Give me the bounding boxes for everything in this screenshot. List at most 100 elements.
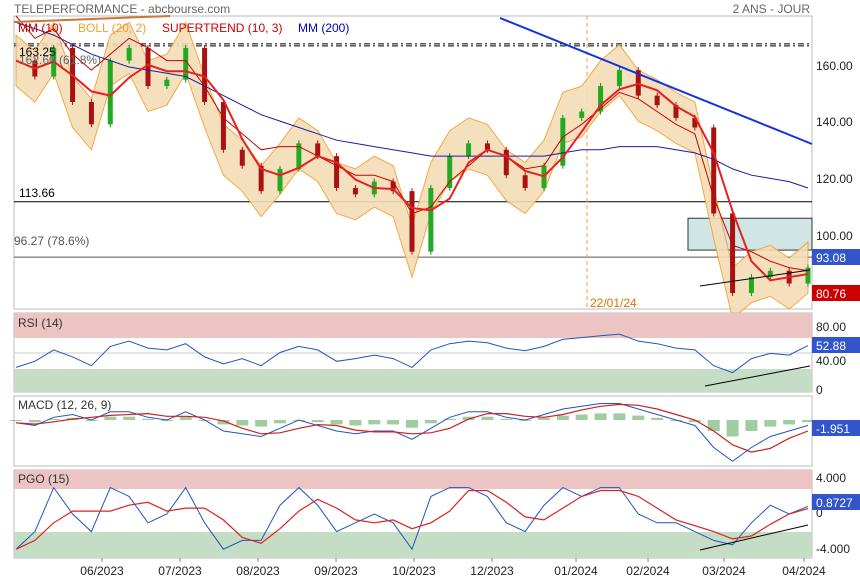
rsi-overbought-zone — [14, 313, 812, 338]
macd-histogram-bar — [387, 420, 400, 425]
candle-body — [277, 168, 283, 192]
legend-boll: BOLL (20, 2) — [78, 21, 146, 35]
legend-mm10: MM (10) — [18, 21, 63, 35]
macd-histogram-bar — [726, 420, 739, 437]
candle-body — [164, 79, 170, 87]
macd-histogram-bar — [500, 418, 513, 420]
candle-body — [220, 101, 226, 150]
pgo-plot — [15, 486, 809, 551]
level-96-label: 96.27 (78.6%) — [14, 234, 89, 248]
macd-histogram-bar — [783, 420, 796, 425]
pgo-upper-zone — [14, 470, 812, 489]
candle-body — [428, 187, 434, 252]
x-tick-label: 09/2023 — [314, 564, 358, 578]
candle-body — [503, 149, 509, 176]
macd-histogram-bar — [368, 420, 381, 425]
x-tick-label: 04/2024 — [782, 564, 826, 578]
x-tick-label: 07/2023 — [158, 564, 202, 578]
x-tick-label: 10/2023 — [392, 564, 436, 578]
macd-histogram-bar — [236, 420, 249, 426]
macd-title: MACD (12, 26, 9) — [18, 398, 111, 412]
candle-body — [145, 47, 151, 87]
macd-panel — [13, 395, 813, 467]
legend-mm200: MM (200) — [298, 21, 349, 35]
macd-histogram-bar — [707, 420, 720, 431]
macd-histogram-bar — [274, 420, 286, 424]
candle-body — [258, 165, 264, 192]
candle-body — [296, 143, 302, 169]
macd-histogram-bar — [424, 420, 437, 424]
macd-histogram-bar — [688, 420, 701, 423]
price-tag-st: 80.76 — [816, 287, 846, 301]
price-tag-close: 93.08 — [816, 251, 846, 265]
macd-histogram-bar — [632, 415, 645, 420]
macd-histogram-bar — [255, 420, 268, 427]
candle-body — [692, 117, 698, 128]
macd-histogram-bar — [575, 414, 588, 420]
candle-body — [107, 60, 113, 125]
price-tag-close-bg — [812, 249, 860, 265]
downtrend-line — [499, 17, 813, 145]
candle-body — [466, 143, 472, 157]
rsi-trend-line — [704, 365, 811, 387]
rsi-tick-40: 40.00 — [816, 354, 846, 368]
candle-body — [805, 267, 811, 284]
candle-body — [654, 95, 660, 106]
rsi-tag-bg — [812, 337, 860, 353]
macd-histogram-bar — [802, 420, 814, 423]
macd-histogram-bar — [349, 420, 362, 426]
macd-histogram-bar — [330, 420, 343, 425]
price-tick-160: 160.00 — [816, 59, 853, 73]
support-line — [699, 269, 811, 287]
candle-body — [352, 187, 358, 195]
price-tick-100: 100.00 — [816, 229, 853, 243]
pgo-signal — [15, 489, 809, 550]
rsi-oversold-zone — [14, 369, 812, 392]
macd-histogram-bar — [179, 416, 192, 420]
macd-histogram-bar — [217, 420, 230, 425]
candle-body — [560, 117, 566, 166]
mm10-line — [15, 59, 809, 282]
macd-histogram-bar — [311, 420, 324, 423]
x-tick-label: 06/2023 — [80, 564, 124, 578]
candle-body — [484, 143, 490, 150]
candle-body — [673, 105, 679, 118]
candle-body — [409, 191, 415, 252]
x-axis: 06/2023 07/2023 08/2023 09/2023 10/2023 12/20… — [80, 558, 826, 578]
macd-histogram-bar — [160, 420, 173, 421]
pgo-tick-4: 4.000 — [816, 471, 846, 485]
macd-histogram-bar — [123, 416, 136, 420]
macd-histogram-bar — [406, 420, 418, 428]
shaded-box — [687, 217, 813, 251]
rsi-tick-80: 80.00 — [816, 320, 846, 334]
pgo-title: PGO (15) — [18, 472, 69, 486]
macd-histogram-bar — [651, 417, 664, 420]
macd-line — [15, 403, 809, 462]
candle-body — [730, 213, 736, 294]
rsi-title: RSI (14) — [18, 316, 63, 330]
macd-histogram-bar — [764, 420, 777, 427]
candle-body — [767, 270, 773, 278]
candle-body — [202, 47, 208, 102]
macd-histogram-bar — [142, 418, 154, 420]
supertrend-line — [15, 15, 809, 272]
candle-body — [390, 181, 396, 192]
pgo-line — [15, 486, 809, 551]
pgo-tag-bg — [812, 494, 860, 510]
price-tick-120: 120.00 — [816, 172, 853, 186]
top-trend-line — [13, 15, 171, 23]
x-tick-label: 02/2024 — [626, 564, 670, 578]
legend-supertrend: SUPERTREND (10, 3) — [162, 21, 282, 35]
x-tick-label: 08/2023 — [236, 564, 280, 578]
macd-histogram-bar — [104, 416, 117, 420]
macd-histogram-bar — [594, 413, 607, 420]
level-163-label: 163.25 — [19, 45, 56, 59]
macd-histogram-bar — [613, 413, 626, 420]
macd-signal — [15, 403, 809, 453]
price-tick-140: 140.00 — [816, 115, 853, 129]
macd-tag-bg — [812, 420, 860, 436]
candle-body — [616, 70, 622, 87]
x-tick-label: 01/2024 — [554, 564, 598, 578]
rsi-tick-0: 0 — [816, 383, 823, 397]
